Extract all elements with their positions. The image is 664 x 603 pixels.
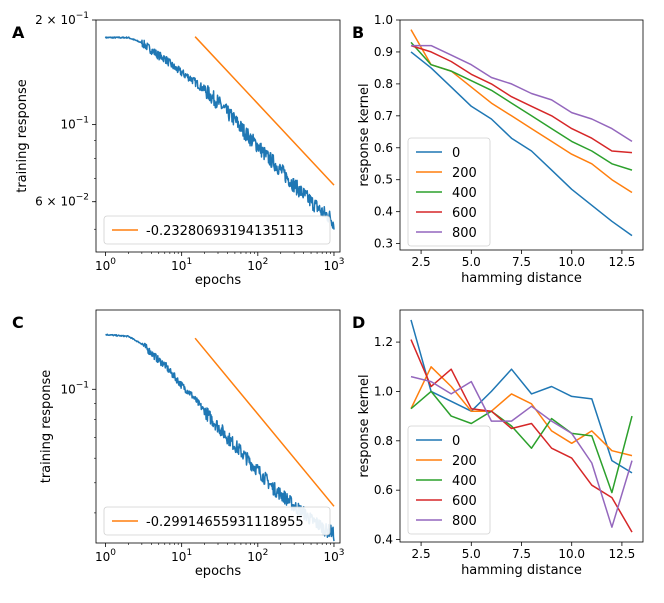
y-tick-label: 0.7 bbox=[374, 109, 393, 123]
plot-area bbox=[104, 36, 335, 230]
y-tick-label: 0.8 bbox=[374, 434, 393, 448]
x-tick-label: 7.5 bbox=[512, 255, 531, 269]
y-tick-label: 6 × 10−2 bbox=[35, 193, 89, 209]
legend: -0.23280693194135113 bbox=[103, 215, 331, 245]
axes-frame bbox=[95, 309, 341, 544]
series-line-800 bbox=[411, 44, 633, 143]
legend-label: -0.29914655931118955 bbox=[146, 515, 304, 530]
legend-box bbox=[103, 506, 331, 536]
plot-area bbox=[410, 29, 633, 237]
y-tick-label: 0.4 bbox=[374, 533, 393, 547]
x-tick-label: 5.0 bbox=[462, 547, 481, 561]
x-tick-label: 103 bbox=[323, 257, 344, 273]
y-tick-label: 2 × 10−1 bbox=[35, 11, 89, 27]
panel-label: D bbox=[352, 313, 365, 332]
panel-label: B bbox=[352, 23, 364, 42]
series-line-600 bbox=[410, 339, 633, 533]
y-tick-label: 0.6 bbox=[374, 483, 393, 497]
y-tick-label: 1.2 bbox=[374, 335, 393, 349]
plot-area bbox=[410, 319, 633, 533]
y-tick-label: 10−1 bbox=[60, 380, 89, 396]
legend-label: 600 bbox=[452, 494, 477, 509]
x-tick-label: 5.0 bbox=[462, 255, 481, 269]
legend: 0 200 400 600 800 bbox=[407, 137, 491, 247]
panel-a: A 100 101 102 103 2 × 10−1 10−1 6 × 10−2 epochs t… bbox=[12, 11, 344, 288]
series-line-0 bbox=[410, 51, 633, 237]
x-tick-label: 2.5 bbox=[412, 547, 431, 561]
y-axis-label: response kernel bbox=[357, 83, 372, 186]
y-tick-label: 0.3 bbox=[374, 237, 393, 251]
y-axis-label: training response bbox=[15, 79, 30, 193]
series-line-training bbox=[104, 36, 335, 230]
legend-box bbox=[103, 215, 331, 245]
x-tick-label: 7.5 bbox=[512, 547, 531, 561]
x-tick-label: 100 bbox=[95, 257, 116, 273]
panel-d: D 2.5 5.0 7.5 10.0 12.5 0.4 0.6 0.8 1.0 1.2 hamming… bbox=[352, 309, 644, 578]
panel-label: A bbox=[12, 23, 25, 42]
legend-label: 800 bbox=[452, 226, 477, 241]
y-tick-label: 0.9 bbox=[374, 45, 393, 59]
legend-box bbox=[407, 425, 491, 535]
x-tick-label: 101 bbox=[171, 548, 192, 564]
plot-area bbox=[105, 333, 335, 542]
y-tick-label: 1.0 bbox=[374, 13, 393, 27]
x-tick-label: 102 bbox=[247, 548, 268, 564]
legend-label: 400 bbox=[452, 474, 477, 489]
series-line-400 bbox=[410, 41, 633, 171]
x-tick-label: 100 bbox=[95, 548, 116, 564]
series-line-200 bbox=[410, 366, 633, 457]
x-tick-label: 12.5 bbox=[609, 255, 636, 269]
series-line-800 bbox=[410, 375, 633, 528]
x-tick-label: 103 bbox=[323, 548, 344, 564]
legend-box bbox=[407, 137, 491, 247]
legend-label: 0 bbox=[452, 434, 460, 449]
x-tick-label: 12.5 bbox=[609, 547, 636, 561]
y-tick-label: 0.6 bbox=[374, 141, 393, 155]
series-line-fit bbox=[194, 337, 335, 507]
x-tick-label: 101 bbox=[171, 257, 192, 273]
y-tick-label: 0.4 bbox=[374, 205, 393, 219]
legend: 0 200 400 600 800 bbox=[407, 425, 491, 535]
series-line-400 bbox=[410, 390, 633, 494]
legend-label: 600 bbox=[452, 206, 477, 221]
y-tick-label: 0.8 bbox=[374, 77, 393, 91]
series-line-fit bbox=[194, 36, 335, 186]
axes-frame bbox=[399, 19, 644, 251]
axes-frame bbox=[399, 309, 644, 543]
y-tick-label: 0.5 bbox=[374, 173, 393, 187]
x-axis-label: epochs bbox=[195, 273, 242, 288]
legend-label: 200 bbox=[452, 166, 477, 181]
y-axis-label: response kernel bbox=[357, 374, 372, 477]
series-line-600 bbox=[410, 44, 633, 154]
panel-label: C bbox=[12, 313, 24, 332]
legend-label: -0.23280693194135113 bbox=[146, 224, 304, 239]
panel-b: B 2.5 5.0 7.5 10.0 12.5 0.3 0.4 0.5 0.6 0.7 0.8 0.9 1… bbox=[352, 13, 644, 286]
legend-label: 200 bbox=[452, 454, 477, 469]
x-tick-label: 102 bbox=[247, 257, 268, 273]
x-tick-label: 10.0 bbox=[558, 547, 585, 561]
x-tick-label: 2.5 bbox=[412, 255, 431, 269]
legend: -0.29914655931118955 bbox=[103, 506, 331, 536]
legend-label: 400 bbox=[452, 186, 477, 201]
x-tick-label: 10.0 bbox=[558, 255, 585, 269]
series-line-training bbox=[105, 333, 335, 542]
series-line-0 bbox=[410, 319, 633, 474]
x-axis-label: hamming distance bbox=[461, 271, 582, 286]
y-tick-label: 10−1 bbox=[60, 116, 89, 132]
legend-label: 800 bbox=[452, 514, 477, 529]
panel-c: C 100 101 102 103 10−1 epochs training response… bbox=[12, 309, 344, 579]
axes-frame bbox=[95, 19, 341, 253]
x-axis-label: hamming distance bbox=[461, 563, 582, 578]
y-tick-label: 1.0 bbox=[374, 384, 393, 398]
legend-label: 0 bbox=[452, 146, 460, 161]
y-axis-label: training response bbox=[39, 370, 54, 484]
x-axis-label: epochs bbox=[195, 564, 242, 579]
